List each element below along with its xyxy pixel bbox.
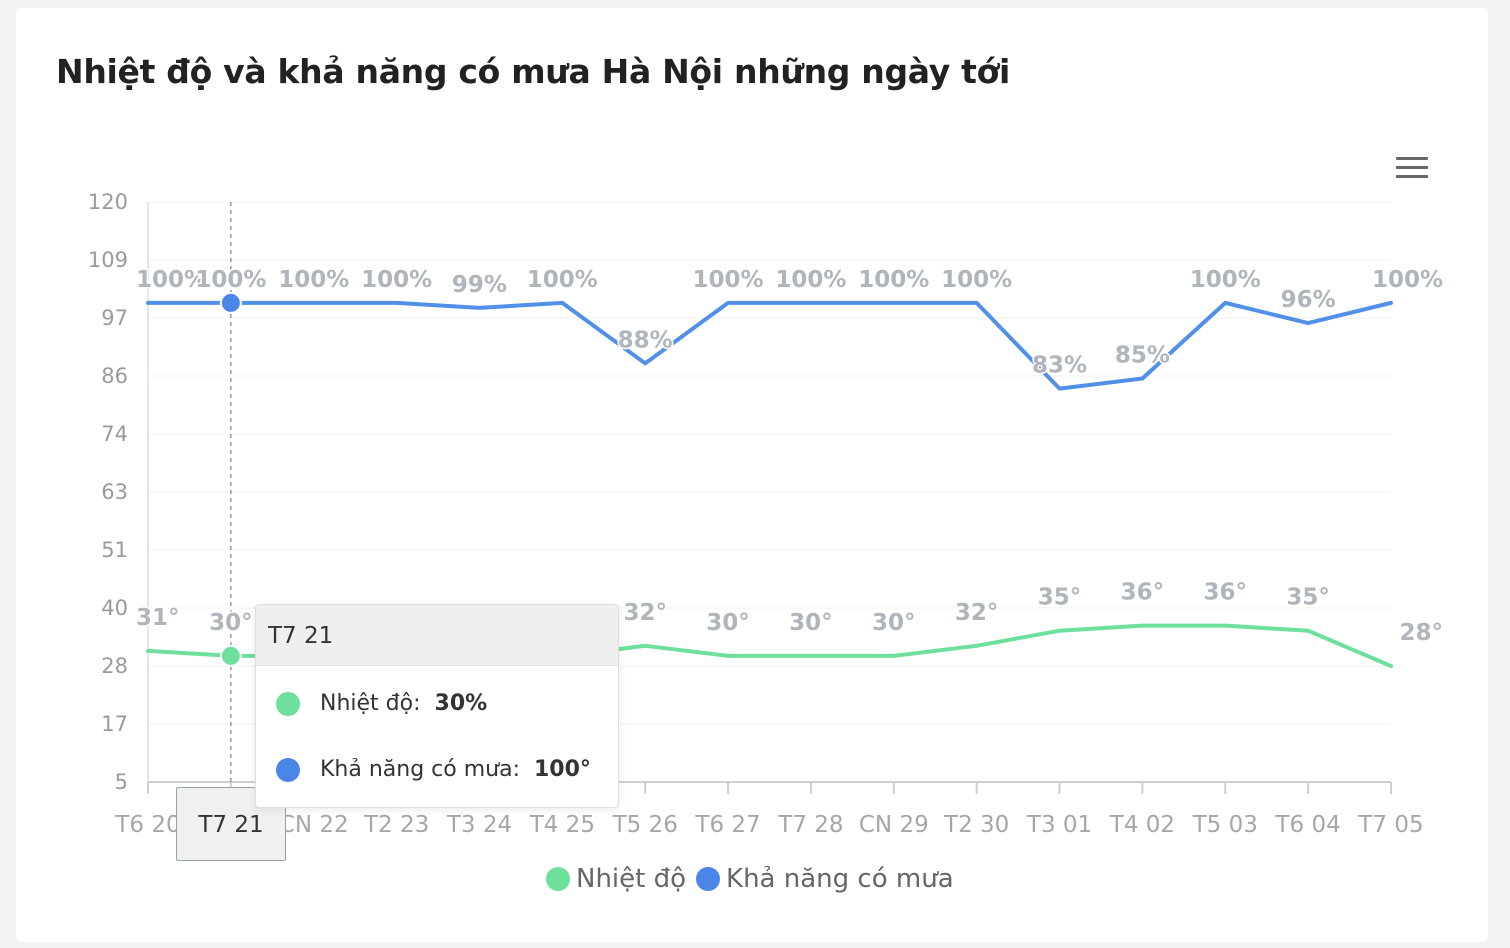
rain-legend-icon: [696, 867, 721, 891]
data-label: 100%: [278, 267, 349, 293]
x-tick-label: T4 02: [1109, 812, 1175, 838]
x-tick-label: T2 30: [943, 812, 1009, 838]
data-label: 100%: [693, 267, 764, 293]
temperature-legend-icon: [546, 867, 570, 891]
data-labels: 31°30°30°30°30°30°32°30°30°30°32°35°36°3…: [135, 265, 1445, 647]
data-label: 31°: [136, 605, 180, 631]
data-label: 83%: [1032, 353, 1087, 379]
data-label: 36°: [1121, 580, 1165, 606]
rain-dot-icon: [276, 757, 300, 782]
hover-marker: [219, 291, 242, 314]
tooltip: T7 21 Nhiệt độ: 30% Khả năng có mưa: 100…: [255, 604, 619, 808]
data-label: 100%: [1190, 267, 1261, 293]
data-label: 100%: [775, 267, 846, 293]
x-tick-label: T5 03: [1192, 812, 1258, 838]
temperature-dot-icon: [276, 691, 300, 716]
y-tick-label: 5: [115, 770, 128, 794]
legend-label: Nhiệt độ: [576, 864, 687, 894]
x-tick-label: T3 01: [1026, 812, 1092, 838]
y-tick-label: 74: [101, 422, 128, 446]
data-label: 30°: [706, 610, 750, 636]
data-label: 85%: [1115, 343, 1170, 369]
grid-lines: [148, 201, 1391, 725]
y-tick-label: 17: [101, 712, 128, 736]
y-tick-label: 63: [101, 480, 128, 504]
data-label: 28°: [1399, 620, 1443, 646]
data-label: 35°: [1286, 585, 1330, 611]
data-label: 88%: [618, 327, 673, 353]
data-label: 99%: [452, 272, 507, 298]
data-label: 35°: [1038, 585, 1082, 611]
legend-item-temperature[interactable]: Nhiệt độ: [546, 864, 686, 894]
hamburger-menu-icon[interactable]: [1396, 155, 1430, 181]
data-label: 32°: [623, 600, 667, 626]
data-label: 100%: [858, 267, 929, 293]
x-tick-label: T5 26: [612, 812, 678, 838]
x-tick-label: CN 22: [279, 812, 349, 838]
tooltip-row-temperature: Nhiệt độ: 30%: [276, 691, 487, 716]
data-label: 100%: [361, 267, 432, 293]
tooltip-row-value: 100°: [534, 757, 591, 782]
x-tick-label: T3 24: [446, 812, 512, 838]
legend: Nhiệt độ Khả năng có mưa: [546, 864, 964, 894]
data-label: 30°: [789, 610, 833, 636]
axes: 120 109 97 86 74 63 51 40 28 17 5 T6 20 T7 21 CN 22 T2…: [88, 190, 1424, 838]
y-tick-label: 86: [101, 364, 128, 388]
tooltip-row-rain: Khả năng có mưa: 100°: [276, 757, 591, 782]
x-tick-label: T6 27: [694, 812, 760, 838]
data-label: 100%: [195, 267, 266, 293]
x-tick-label: T4 25: [529, 812, 595, 838]
x-tick-label: T6 20: [114, 812, 180, 838]
series-line: [146, 300, 1393, 391]
x-tick-label: T2 23: [363, 812, 429, 838]
data-label: 100%: [527, 267, 598, 293]
tooltip-row-label: Khả năng có mưa:: [320, 757, 520, 782]
y-tick-label: 120: [88, 190, 128, 214]
chart-title: Nhiệt độ và khả năng có mưa Hà Nội những…: [56, 52, 1011, 91]
data-label: 100%: [941, 267, 1012, 293]
data-label: 96%: [1281, 287, 1336, 313]
y-tick-label: 109: [88, 248, 128, 272]
x-tick-label: T6 04: [1275, 812, 1341, 838]
data-label: 32°: [955, 600, 999, 626]
hover-marker: [219, 644, 242, 667]
tooltip-row-label: Nhiệt độ:: [320, 691, 421, 716]
y-tick-label: 97: [101, 306, 128, 330]
data-label: 36°: [1204, 580, 1248, 606]
x-tick-label: CN 29: [859, 812, 929, 838]
y-tick-label: 40: [101, 596, 128, 620]
tooltip-row-value: 30%: [434, 691, 488, 716]
data-label: 30°: [209, 610, 253, 636]
legend-item-rain[interactable]: Khả năng có mưa: [696, 864, 954, 894]
y-tick-label: 28: [101, 654, 128, 678]
x-tick-label: T7 05: [1357, 812, 1423, 838]
y-tick-label: 51: [101, 538, 128, 562]
tooltip-header: T7 21: [256, 605, 618, 666]
data-label: 100%: [1372, 267, 1443, 293]
data-label: 30°: [872, 610, 916, 636]
legend-label: Khả năng có mưa: [726, 864, 954, 894]
data-label: 100%: [136, 267, 207, 293]
x-tick-label: T7 28: [777, 812, 843, 838]
